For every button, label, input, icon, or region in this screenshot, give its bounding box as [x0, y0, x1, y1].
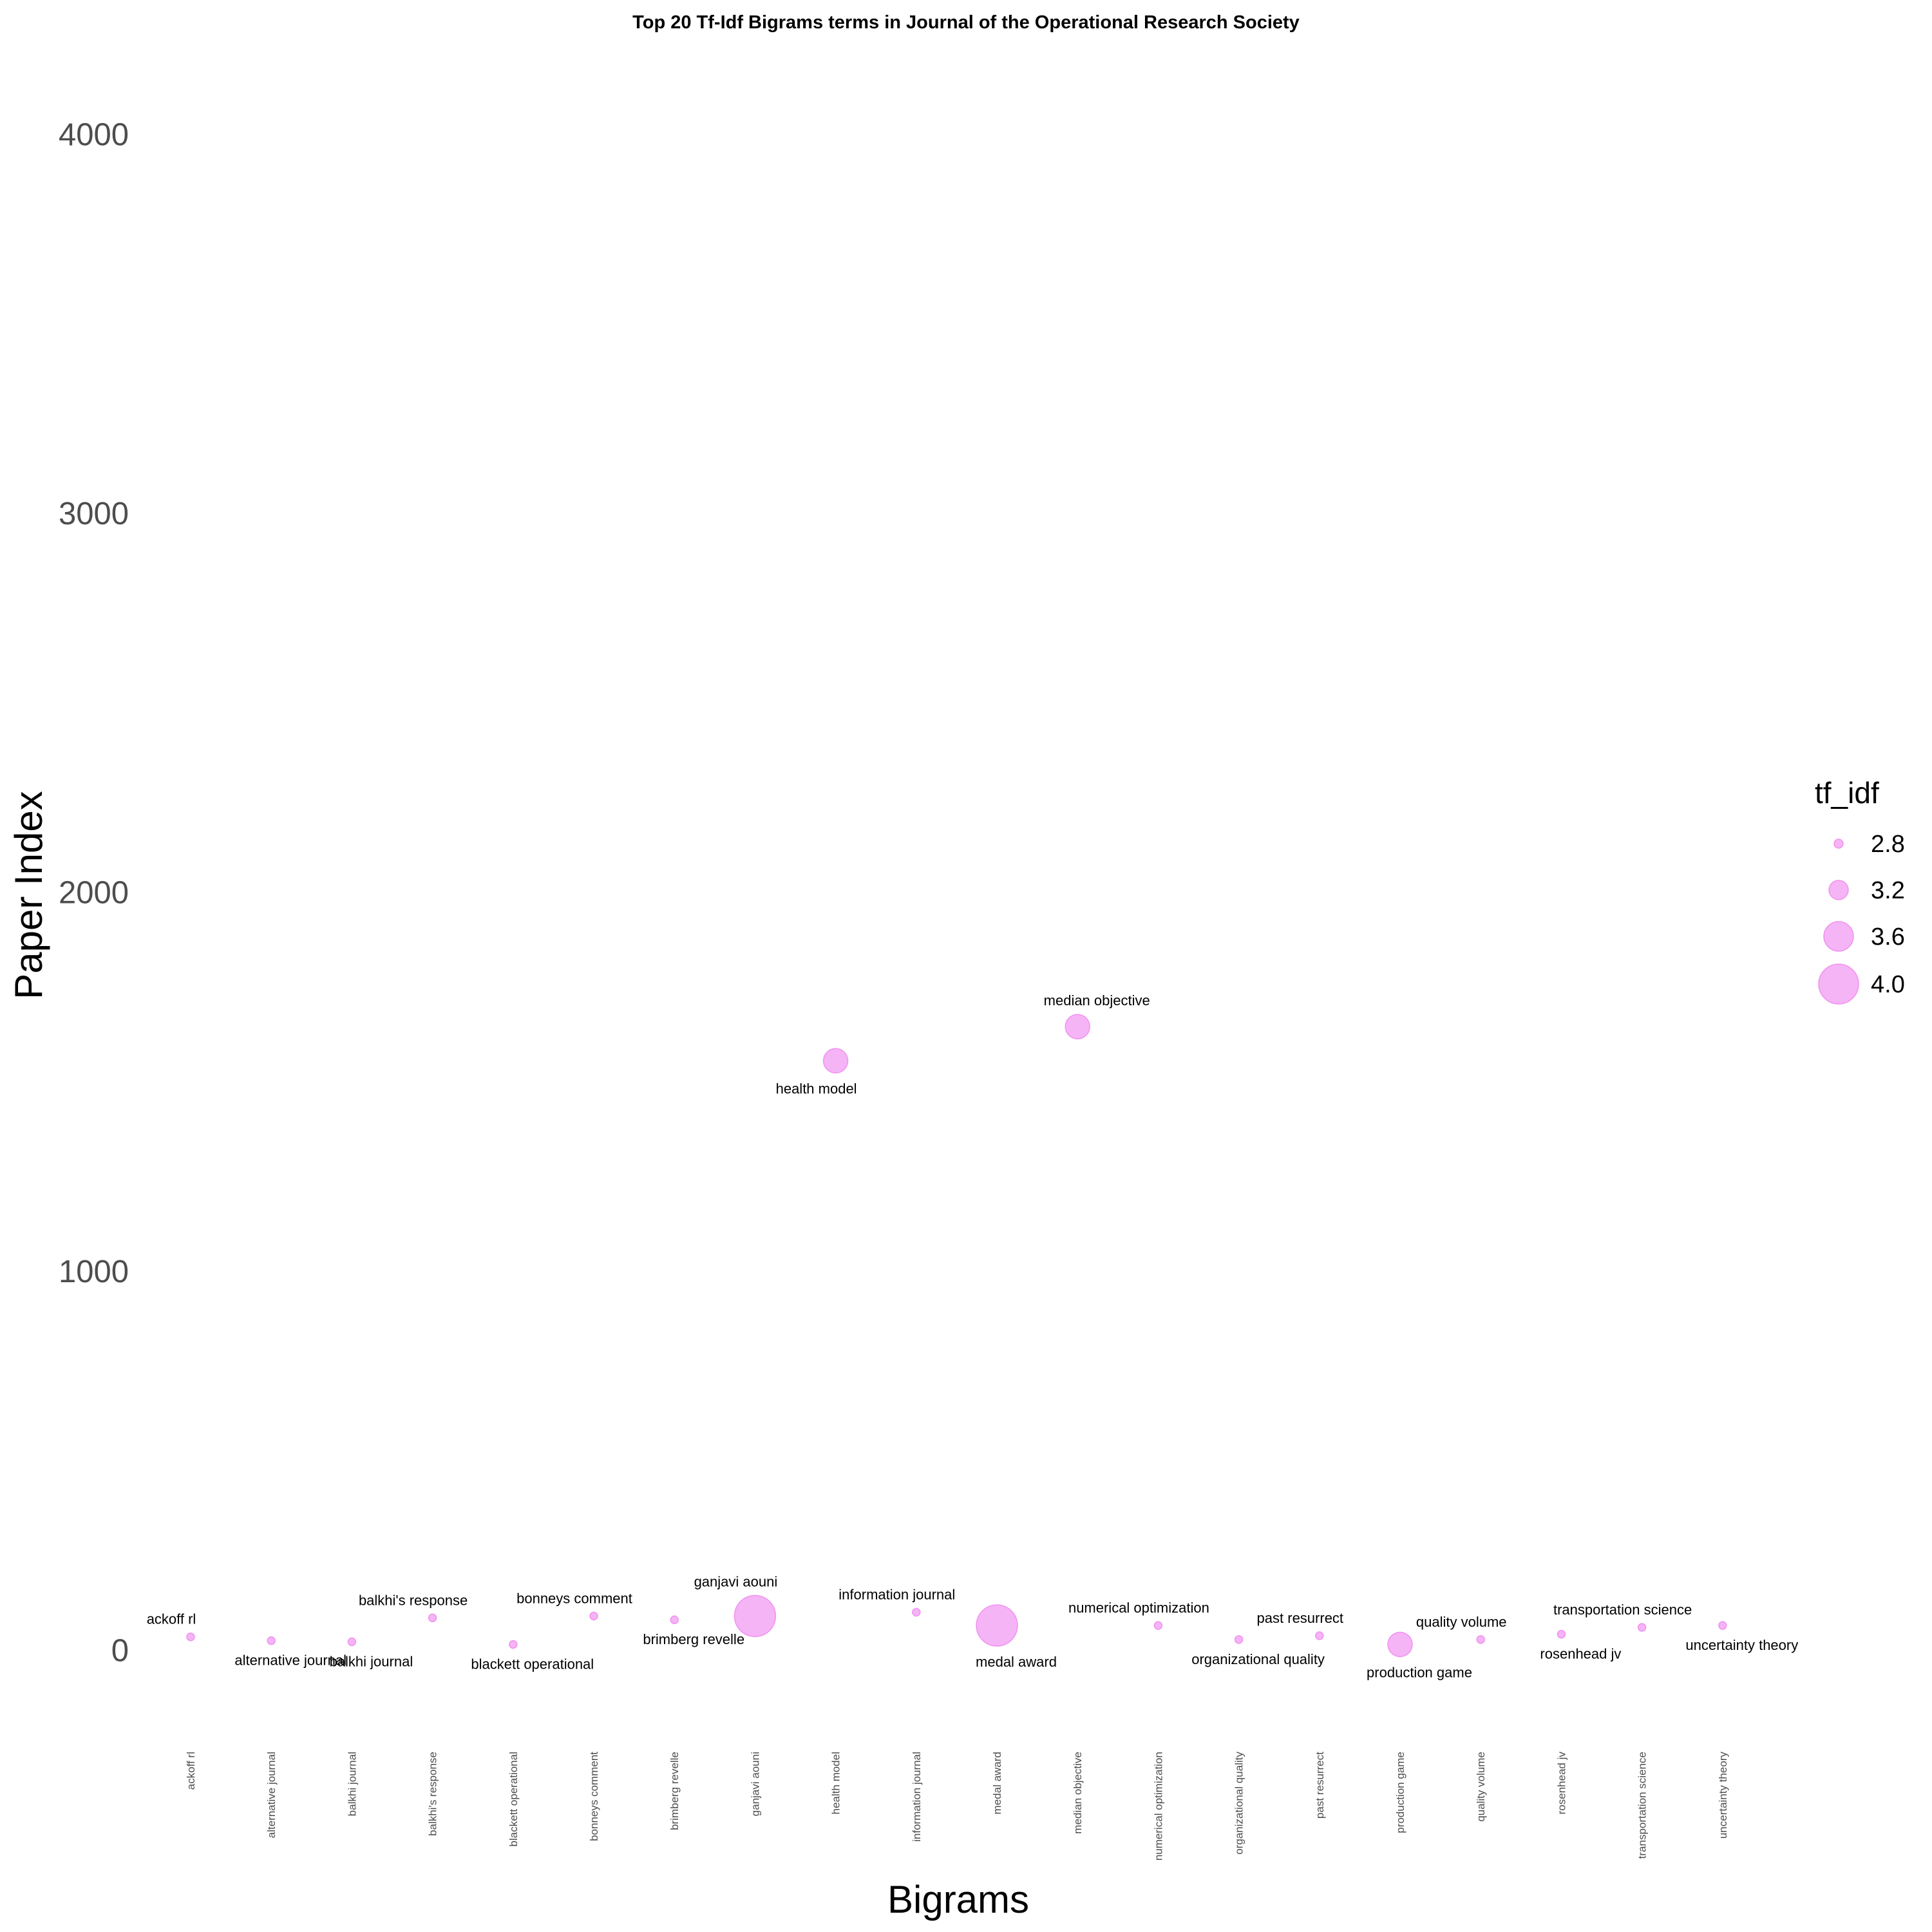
legend-key	[1823, 921, 1854, 952]
point-label: brimberg revelle	[643, 1631, 744, 1647]
x-tick-label: organizational quality	[1233, 1752, 1245, 1855]
x-tick-label: rosenhead jv	[1555, 1752, 1567, 1815]
point-label: median objective	[1044, 992, 1150, 1009]
legend-key	[1818, 963, 1859, 1005]
x-tick-label: quality volume	[1475, 1752, 1487, 1822]
legend-label: 2.8	[1871, 831, 1905, 858]
x-tick-label: blackett operational	[507, 1752, 520, 1846]
data-point	[734, 1595, 777, 1638]
y-tick-label: 0	[111, 1633, 129, 1668]
data-point	[509, 1640, 518, 1649]
data-point	[1153, 1621, 1163, 1630]
point-label: medal award	[976, 1654, 1057, 1670]
data-points	[186, 1014, 1727, 1658]
data-point	[1315, 1631, 1324, 1640]
point-label: ackoff rl	[147, 1611, 196, 1627]
x-axis-title: Bigrams	[887, 1878, 1029, 1921]
data-point	[1557, 1629, 1566, 1639]
x-tick-label: information journal	[911, 1752, 923, 1842]
legend-entries: 2.8 3.2 3.6 4.0	[1818, 831, 1905, 1005]
x-tick-label: bonneys comment	[588, 1752, 600, 1841]
point-label: balkhi's response	[359, 1592, 468, 1608]
x-tick-label: health model	[830, 1752, 842, 1814]
y-tick-label: 4000	[59, 117, 129, 152]
x-axis-ticks: ackoff rl alternative journal balkhi journ…	[185, 1752, 1729, 1861]
x-tick-label: uncertainty theory	[1717, 1752, 1729, 1839]
x-tick-label: brimberg revelle	[668, 1752, 681, 1830]
point-label: past resurrect	[1257, 1610, 1344, 1626]
data-point	[1476, 1635, 1485, 1644]
legend-label: 4.0	[1871, 971, 1905, 998]
legend-label: 3.6	[1871, 923, 1905, 951]
data-point	[670, 1615, 679, 1624]
y-tick-label: 3000	[59, 497, 129, 531]
data-point	[1718, 1621, 1727, 1630]
point-label: quality volume	[1416, 1614, 1507, 1630]
y-axis-title: Paper Index	[7, 791, 50, 999]
point-label: rosenhead jv	[1540, 1646, 1621, 1662]
point-label: numerical optimization	[1068, 1600, 1209, 1616]
x-tick-label: balkhi journal	[346, 1752, 358, 1816]
x-tick-label: balkhi's response	[427, 1752, 439, 1836]
data-point	[267, 1636, 276, 1645]
x-tick-label: past resurrect	[1314, 1752, 1326, 1819]
point-label: health model	[776, 1081, 857, 1097]
legend-label: 3.2	[1871, 877, 1905, 904]
y-tick-label: 2000	[59, 875, 129, 910]
legend-title: tf_idf	[1815, 776, 1879, 810]
legend-key	[1833, 838, 1844, 849]
data-point	[428, 1613, 437, 1623]
data-point	[1387, 1631, 1413, 1658]
chart-title: Top 20 Tf-Idf Bigrams terms in Journal o…	[632, 12, 1300, 33]
x-tick-label: ackoff rl	[185, 1752, 197, 1790]
data-point	[186, 1632, 195, 1642]
point-label: information journal	[838, 1586, 955, 1602]
x-tick-label: production game	[1394, 1752, 1406, 1833]
legend: tf_idf 2.8 3.2 3.6 4.0	[1815, 776, 1905, 1005]
point-label: balkhi journal	[330, 1653, 413, 1669]
point-label: production game	[1367, 1664, 1472, 1680]
point-label: organizational quality	[1191, 1651, 1325, 1667]
x-tick-label: numerical optimization	[1152, 1752, 1164, 1861]
data-point	[347, 1637, 357, 1647]
x-tick-label: alternative journal	[265, 1752, 278, 1838]
legend-key	[1828, 880, 1849, 900]
y-tick-label: 1000	[59, 1255, 129, 1289]
point-label: uncertainty theory	[1685, 1637, 1798, 1653]
y-axis-ticks: 0 1000 2000 3000 4000	[59, 117, 129, 1668]
x-tick-label: ganjavi aouni	[749, 1752, 761, 1816]
data-point	[976, 1604, 1018, 1647]
x-tick-label: medal award	[991, 1752, 1003, 1814]
data-point	[912, 1607, 921, 1617]
data-point	[1065, 1014, 1090, 1039]
data-point	[1637, 1623, 1647, 1632]
data-point	[589, 1611, 598, 1621]
point-label: transportation science	[1553, 1602, 1692, 1618]
x-tick-label: transportation science	[1636, 1752, 1649, 1859]
point-label: ganjavi aouni	[694, 1573, 778, 1589]
data-point	[822, 1048, 849, 1074]
data-point	[1234, 1635, 1244, 1644]
point-label: bonneys comment	[516, 1590, 632, 1606]
point-label: blackett operational	[471, 1656, 594, 1672]
point-label: alternative journal	[234, 1653, 346, 1669]
x-tick-label: median objective	[1072, 1752, 1084, 1834]
